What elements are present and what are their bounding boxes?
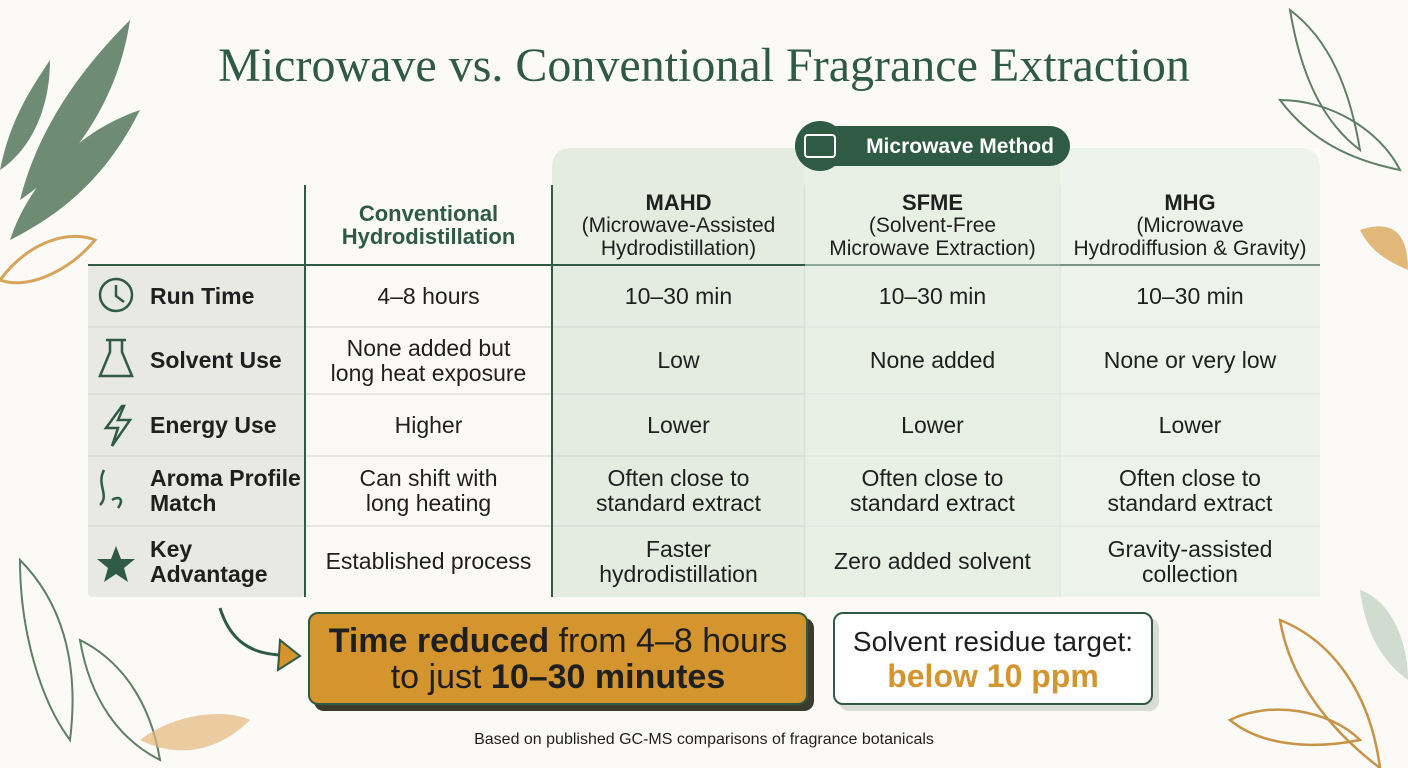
column-header: MHG (Microwave Hydrodiffusion & Gravity) <box>1060 185 1320 265</box>
label-line: Solvent Use <box>150 347 282 373</box>
callout-text: Time reduced <box>328 621 550 660</box>
column-header: Conventional Hydrodistillation <box>305 185 552 265</box>
cell-line: 10–30 min <box>624 282 733 309</box>
header-line: Hydrodistillation) <box>600 236 757 260</box>
cell-line: Often close to <box>607 465 750 491</box>
table-cell: Higher <box>305 394 552 456</box>
cell-line: Established process <box>325 548 532 574</box>
table-cell: 10–30 min <box>805 265 1060 327</box>
table-cell: None or very low <box>1060 327 1320 394</box>
callout-text: to just <box>390 657 482 696</box>
label-line: Aroma Profile <box>150 465 301 491</box>
footnote: Based on published GC-MS comparisons of … <box>474 731 934 748</box>
cell-line: standard extract <box>596 490 761 516</box>
header-line: (Microwave <box>1136 213 1244 237</box>
cell-line: None or very low <box>1103 347 1277 373</box>
cell-line: long heat exposure <box>330 359 527 386</box>
cell-line: long heating <box>365 490 492 516</box>
label-line: Energy Use <box>150 411 277 438</box>
cell-line: Lower <box>647 411 710 438</box>
table-cell: 4–8 hours <box>305 265 552 327</box>
table-cell: None added <box>805 327 1060 394</box>
label-line: Key <box>150 535 193 562</box>
label-line: Match <box>150 490 217 516</box>
header-line: MHG <box>1164 189 1216 215</box>
row-label: Aroma Profile Match <box>88 456 305 526</box>
title: Microwave vs. Conventional Fragrance Ext… <box>218 39 1190 92</box>
table-cell: Lower <box>1060 394 1320 456</box>
column-header: MAHD (Microwave-Assisted Hydrodistillation… <box>552 185 805 265</box>
table-cell: Gravity-assisted collection <box>1060 526 1320 597</box>
table-cell: Established process <box>305 526 552 597</box>
callout-time: Time reduced from 4–8 hours to just 10–3… <box>308 612 808 705</box>
cell-line: Often close to <box>861 465 1004 491</box>
cell-line: standard extract <box>850 490 1015 516</box>
badge: Microwave Method <box>866 135 1054 158</box>
cell-line: 10–30 min <box>878 282 987 309</box>
table-cell: None added but long heat exposure <box>305 327 552 394</box>
callout-solvent: Solvent residue target: below 10 ppm <box>833 612 1153 705</box>
cell-line: Lower <box>1158 411 1222 438</box>
row-label: Key Advantage <box>88 526 305 597</box>
table-cell: Often close to standard extract <box>805 456 1060 526</box>
row-label: Energy Use <box>88 394 305 456</box>
cell-line: collection <box>1142 560 1238 587</box>
table-cell: Often close to standard extract <box>1060 456 1320 526</box>
cell-line: None added but <box>346 334 511 361</box>
cell-line: Higher <box>394 411 463 438</box>
cell-line: 10–30 min <box>1136 282 1244 309</box>
cell-line: Lower <box>901 411 964 438</box>
label-line: Run Time <box>150 282 255 309</box>
table-cell: Low <box>552 327 805 394</box>
table-cell: Faster hydrodistillation <box>552 526 805 597</box>
cell-line: None added <box>869 347 996 373</box>
table-cell: Zero added solvent <box>805 526 1060 597</box>
callout-text: below 10 ppm <box>887 657 1099 694</box>
header-line: MAHD <box>645 189 712 215</box>
cell-line: 4–8 hours <box>377 282 480 309</box>
column-header: SFME (Solvent-Free Microwave Extraction) <box>805 185 1060 265</box>
row-label: Run Time <box>88 265 305 327</box>
cell-line: Low <box>657 347 700 373</box>
cell-line: Zero added solvent <box>834 548 1031 574</box>
header-line: Microwave Extraction) <box>829 236 1036 260</box>
cell-line: Often close to <box>1119 465 1261 491</box>
callout-text: 10–30 minutes <box>490 657 726 696</box>
header-line: SFME <box>901 189 964 215</box>
header-line: (Solvent-Free <box>868 213 997 237</box>
table-cell: Lower <box>552 394 805 456</box>
callout-text: Solvent residue target: <box>852 625 1134 657</box>
row-label: Solvent Use <box>88 327 305 394</box>
header-line: (Microwave-Assisted <box>581 213 776 237</box>
callout-text: from 4–8 hours <box>558 621 788 660</box>
label-line: Advantage <box>150 560 268 587</box>
cell-line: standard extract <box>1107 490 1273 516</box>
cell-line: Can shift with <box>359 465 498 491</box>
table-cell: 10–30 min <box>1060 265 1320 327</box>
table-cell: Lower <box>805 394 1060 456</box>
cell-line: Gravity-assisted <box>1107 535 1273 562</box>
cell-line: hydrodistillation <box>599 560 758 587</box>
table-cell: Often close to standard extract <box>552 456 805 526</box>
header-line: Hydrodistillation <box>341 224 516 249</box>
header-line: Hydrodiffusion & Gravity) <box>1073 236 1307 260</box>
cell-line: Faster <box>645 535 712 562</box>
table-cell: Can shift with long heating <box>305 456 552 526</box>
header-line: Conventional <box>358 201 499 226</box>
table-cell: 10–30 min <box>552 265 805 327</box>
